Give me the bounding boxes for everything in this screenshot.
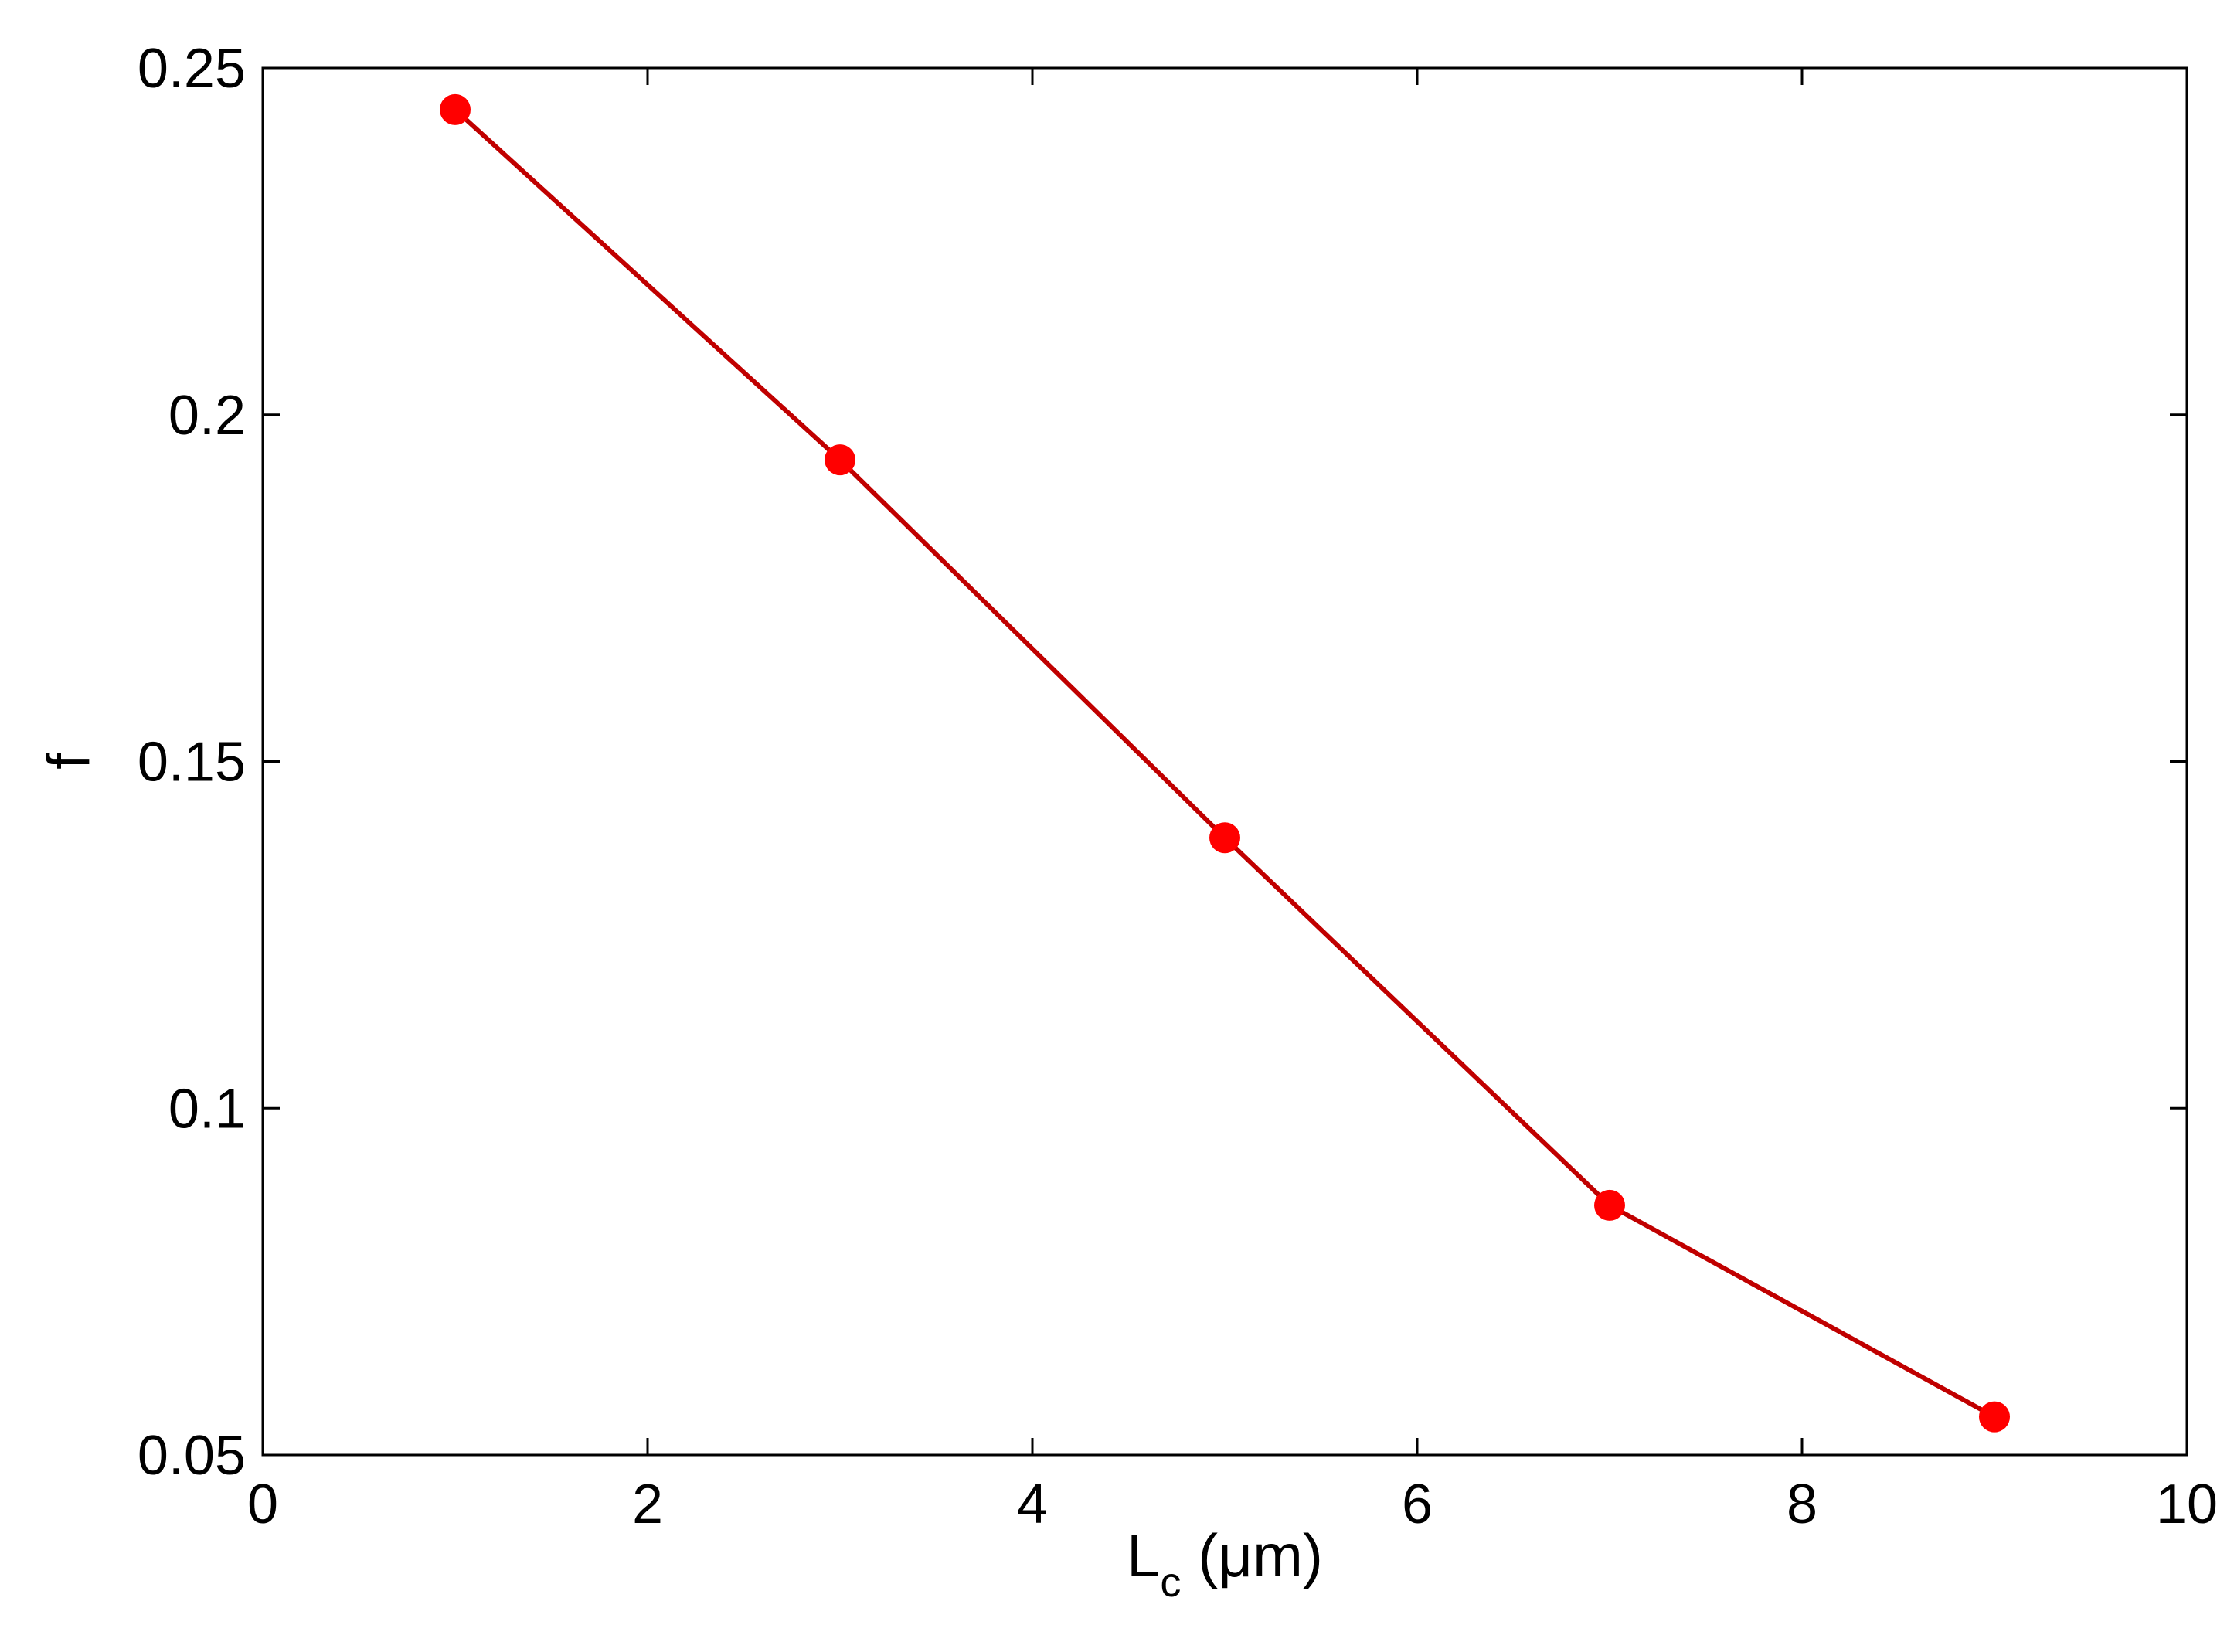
y-tick-label: 0.2 [168, 385, 246, 447]
x-tick-label: 6 [1402, 1474, 1433, 1535]
data-point [440, 93, 471, 125]
data-point [1979, 1401, 2010, 1433]
x-axis-label-subscript: c [1160, 1559, 1181, 1606]
y-axis-label: f [35, 753, 103, 770]
x-tick-label: 4 [1017, 1474, 1048, 1535]
y-tick-label: 0.1 [168, 1078, 246, 1140]
data-point [825, 444, 855, 476]
data-point [1594, 1189, 1625, 1221]
x-tick-label: 2 [632, 1474, 663, 1535]
x-axis-label: Lc (μm) [1127, 1521, 1323, 1606]
y-tick-label: 0.25 [138, 38, 246, 100]
x-tick-label: 8 [1787, 1474, 1817, 1535]
data-point [1209, 822, 1240, 854]
series-group [440, 93, 2010, 1433]
x-tick-label: 10 [2156, 1474, 2218, 1535]
y-tick-label: 0.15 [138, 732, 246, 794]
tick-labels: 0 2 4 6 8 10 0.05 0.1 0.15 0.2 0.25 [138, 38, 2218, 1535]
y-tick-label: 0.05 [138, 1425, 246, 1487]
plot-frame [261, 66, 2188, 1457]
x-tick-label: 0 [247, 1474, 278, 1535]
x-axis-label-unit: (μm) [1181, 1521, 1323, 1589]
x-axis-label-main: L [1127, 1521, 1160, 1589]
